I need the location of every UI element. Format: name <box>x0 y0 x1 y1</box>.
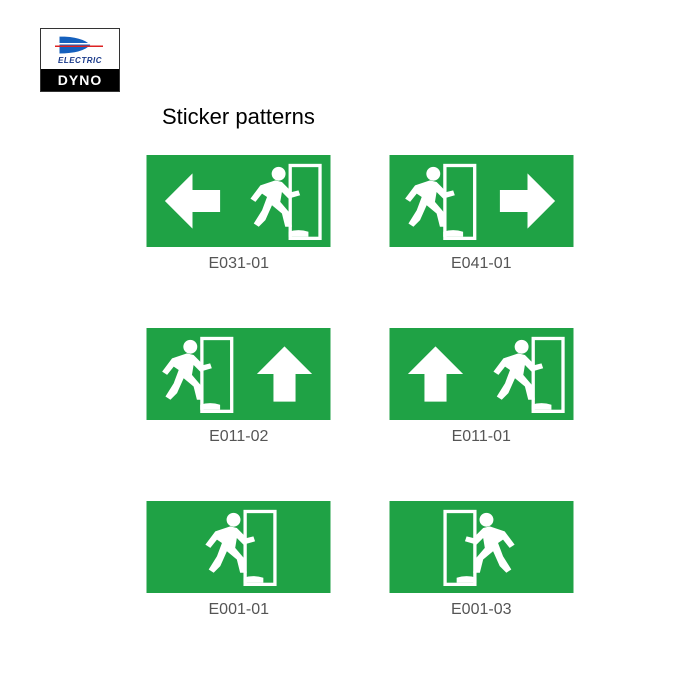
pattern-cell: E001-01 <box>145 501 333 619</box>
logo-top: ELECTRIC <box>41 29 119 69</box>
pattern-code: E001-03 <box>451 601 512 619</box>
logo-electric-label: ELECTRIC <box>58 56 102 65</box>
logo-brand-label: DYNO <box>41 69 119 91</box>
exit-sign-icon <box>389 155 574 247</box>
exit-sign-icon <box>146 155 331 247</box>
pattern-grid: E031-01 E041-01 E011-02 <box>145 155 575 619</box>
pattern-cell: E001-03 <box>388 501 576 619</box>
pattern-code: E011-02 <box>209 428 268 446</box>
pattern-cell: E011-01 <box>388 328 576 446</box>
exit-sign-icon <box>146 328 331 420</box>
pattern-code: E011-01 <box>452 428 511 446</box>
pattern-cell: E011-02 <box>145 328 333 446</box>
pattern-code: E001-01 <box>209 601 270 619</box>
pattern-code: E041-01 <box>451 255 512 273</box>
page-title: Sticker patterns <box>162 104 315 130</box>
brand-logo: ELECTRIC DYNO <box>40 28 120 92</box>
exit-sign-icon <box>389 328 574 420</box>
exit-sign-icon <box>389 501 574 593</box>
logo-d-icon <box>55 34 105 56</box>
pattern-code: E031-01 <box>209 255 270 273</box>
pattern-cell: E041-01 <box>388 155 576 273</box>
pattern-cell: E031-01 <box>145 155 333 273</box>
exit-sign-icon <box>146 501 331 593</box>
